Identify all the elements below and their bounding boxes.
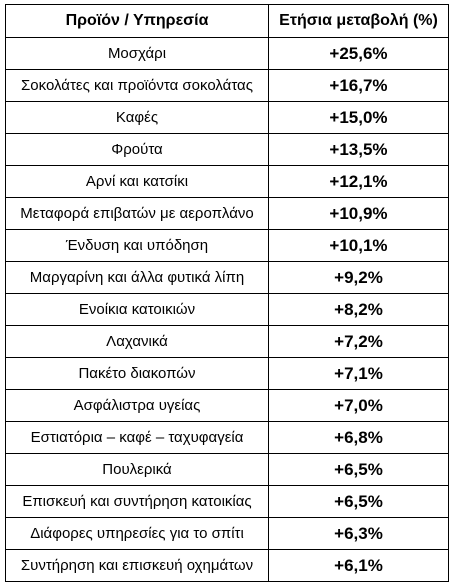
product-cell: Μεταφορά επιβατών με αεροπλάνο	[5, 197, 269, 230]
change-cell: +7,1%	[268, 357, 449, 390]
change-cell: +13,5%	[268, 133, 449, 166]
product-cell: Συντήρηση και επισκευή οχημάτων	[5, 549, 269, 582]
product-cell: Επισκευή και συντήρηση κατοικίας	[5, 485, 269, 518]
change-cell: +9,2%	[268, 261, 449, 294]
change-cell: +7,0%	[268, 389, 449, 422]
table-row: Λαχανικά +7,2%	[5, 325, 449, 358]
change-cell: +12,1%	[268, 165, 449, 198]
table-row: Μεταφορά επιβατών με αεροπλάνο +10,9%	[5, 197, 449, 230]
table-row: Πακέτο διακοπών +7,1%	[5, 357, 449, 390]
table-row: Ενοίκια κατοικιών +8,2%	[5, 293, 449, 326]
change-cell: +8,2%	[268, 293, 449, 326]
product-cell: Καφές	[5, 101, 269, 134]
product-cell: Αρνί και κατσίκι	[5, 165, 269, 198]
product-cell: Πουλερικά	[5, 453, 269, 486]
price-change-table: Προϊόν / Υπηρεσία Ετήσια μεταβολή (%) Μο…	[5, 4, 449, 582]
product-cell: Διάφορες υπηρεσίες για το σπίτι	[5, 517, 269, 550]
table-row: Ένδυση και υπόδηση +10,1%	[5, 229, 449, 262]
change-cell: +6,5%	[268, 453, 449, 486]
product-cell: Μοσχάρι	[5, 37, 269, 70]
column-header-product: Προϊόν / Υπηρεσία	[5, 4, 269, 38]
table-row: Εστιατόρια – καφέ – ταχυφαγεία +6,8%	[5, 421, 449, 454]
table-row: Φρούτα +13,5%	[5, 133, 449, 166]
product-cell: Μαργαρίνη και άλλα φυτικά λίπη	[5, 261, 269, 294]
product-cell: Ενοίκια κατοικιών	[5, 293, 269, 326]
table-row: Καφές +15,0%	[5, 101, 449, 134]
product-cell: Εστιατόρια – καφέ – ταχυφαγεία	[5, 421, 269, 454]
table-header-row: Προϊόν / Υπηρεσία Ετήσια μεταβολή (%)	[5, 4, 449, 38]
product-cell: Σοκολάτες και προϊόντα σοκολάτας	[5, 69, 269, 102]
change-cell: +15,0%	[268, 101, 449, 134]
change-cell: +6,3%	[268, 517, 449, 550]
table-row: Πουλερικά +6,5%	[5, 453, 449, 486]
change-cell: +10,9%	[268, 197, 449, 230]
product-cell: Ασφάλιστρα υγείας	[5, 389, 269, 422]
change-cell: +7,2%	[268, 325, 449, 358]
table-row: Συντήρηση και επισκευή οχημάτων +6,1%	[5, 549, 449, 582]
table-row: Αρνί και κατσίκι +12,1%	[5, 165, 449, 198]
product-cell: Λαχανικά	[5, 325, 269, 358]
change-cell: +16,7%	[268, 69, 449, 102]
change-cell: +6,1%	[268, 549, 449, 582]
column-header-annual-change: Ετήσια μεταβολή (%)	[268, 4, 449, 38]
change-cell: +6,5%	[268, 485, 449, 518]
product-cell: Φρούτα	[5, 133, 269, 166]
table-row: Μαργαρίνη και άλλα φυτικά λίπη +9,2%	[5, 261, 449, 294]
table-row: Επισκευή και συντήρηση κατοικίας +6,5%	[5, 485, 449, 518]
change-cell: +6,8%	[268, 421, 449, 454]
product-cell: Πακέτο διακοπών	[5, 357, 269, 390]
table-row: Σοκολάτες και προϊόντα σοκολάτας +16,7%	[5, 69, 449, 102]
table-row: Ασφάλιστρα υγείας +7,0%	[5, 389, 449, 422]
product-cell: Ένδυση και υπόδηση	[5, 229, 269, 262]
table-row: Μοσχάρι +25,6%	[5, 37, 449, 70]
table-row: Διάφορες υπηρεσίες για το σπίτι +6,3%	[5, 517, 449, 550]
change-cell: +25,6%	[268, 37, 449, 70]
change-cell: +10,1%	[268, 229, 449, 262]
